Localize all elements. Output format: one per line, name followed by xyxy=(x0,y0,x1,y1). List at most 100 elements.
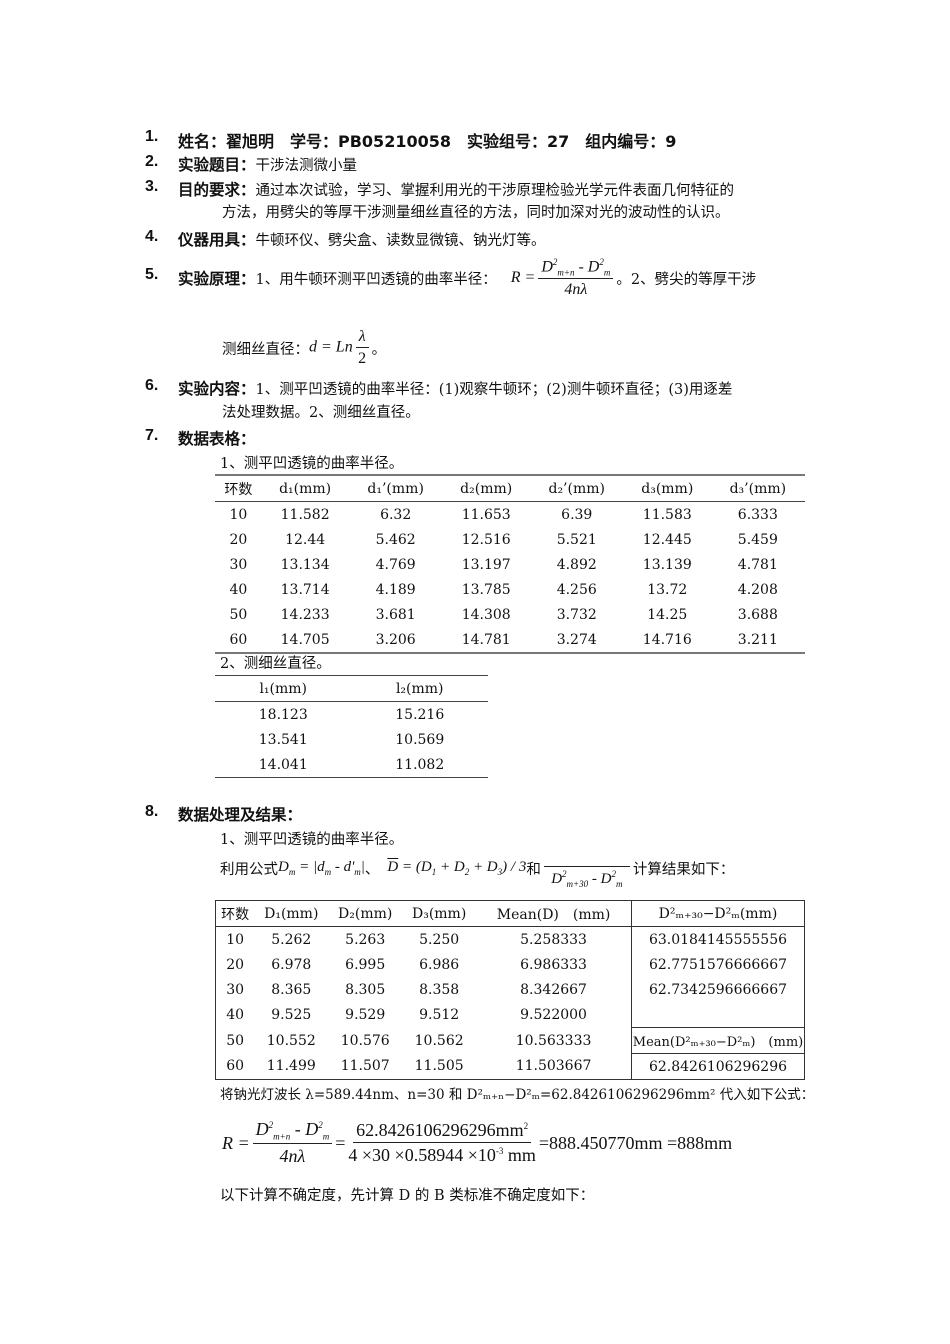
item-number: 2. xyxy=(145,153,159,170)
table-cell: 13.72 xyxy=(647,581,688,598)
table-cell: 14.781 xyxy=(461,631,511,648)
table-cell: 3.732 xyxy=(556,606,597,623)
column-header: d₁(mm) xyxy=(261,475,349,502)
table-cell: 50 xyxy=(226,1032,245,1049)
diameter-formula: d = Ln λ 2 xyxy=(309,328,372,368)
table-cell: 20 xyxy=(229,531,248,548)
table-cell: 11.499 xyxy=(266,1058,316,1075)
final-radius-formula: R = D2m+n - D2m 4nλ = 62.8426106296296mm2… xyxy=(222,1119,733,1166)
table-cell: 3.688 xyxy=(737,606,778,623)
table-cell: 6.39 xyxy=(561,506,593,523)
purpose-text: 通过本次试验，学习、掌握利用光的干涉原理检验光学元件表面几何特征的 xyxy=(255,183,735,199)
table-row: 30 13.134 4.769 13.197 4.892 13.139 4.781 xyxy=(215,552,805,577)
column-header: d₃(mm) xyxy=(623,475,711,502)
table-cell: 4.769 xyxy=(375,556,416,573)
table-cell: 13.714 xyxy=(280,581,330,598)
column-header: D₃(mm) xyxy=(402,900,477,927)
empty-cell xyxy=(631,1002,805,1028)
table-cell: 11.653 xyxy=(461,506,511,523)
table-cell: 60 xyxy=(229,631,248,648)
diff-cell: 63.0184145555556 xyxy=(631,926,805,952)
column-header: l₁(mm) xyxy=(215,675,352,702)
table-cell: 11.505 xyxy=(414,1058,464,1075)
use-formula-text: 利用公式 xyxy=(220,861,278,878)
table-cell: 11.503667 xyxy=(515,1058,592,1075)
table-cell: 6.333 xyxy=(737,506,778,523)
diff-formula: D2m+30 - D2m xyxy=(541,848,633,889)
column-header: d₃’(mm) xyxy=(710,475,805,502)
content-text-cont: 法处理数据。2、测细丝直径。 xyxy=(222,405,420,421)
table-row: 13.541 10.569 xyxy=(215,727,488,752)
column-header: 环数 xyxy=(215,900,255,927)
table-cell: 14.233 xyxy=(280,606,330,623)
table-cell: 5.258333 xyxy=(520,931,587,948)
table-cell: 5.263 xyxy=(345,931,386,948)
table-cell: 10 xyxy=(226,931,245,948)
table-cell: 11.082 xyxy=(395,756,445,773)
mean-diff-value: 62.8426106296296 xyxy=(631,1053,805,1080)
item-number: 1. xyxy=(145,128,159,145)
table-cell: 3.206 xyxy=(375,631,416,648)
and-text: 和 xyxy=(526,861,541,878)
item-number: 4. xyxy=(145,228,159,245)
dm-formula: Dm = |dm - d'm| xyxy=(278,859,365,877)
table-cell: 5.250 xyxy=(419,931,460,948)
table-row: 20 6.978 6.995 6.986 6.986333 62.775157666666… xyxy=(216,952,805,977)
uncertainty-text: 以下计算不确定度，先计算 D 的 B 类标准不确定度如下： xyxy=(220,1188,595,1204)
table-cell: 5.262 xyxy=(271,931,312,948)
results-caption: 1、测平凹透镜的曲率半径。 xyxy=(220,832,404,848)
table-cell: 40 xyxy=(226,1006,245,1023)
table-cell: 20 xyxy=(226,956,245,973)
column-header: d₂(mm) xyxy=(442,475,530,502)
table-cell: 4.781 xyxy=(737,556,778,573)
table-row: 20 12.44 5.462 12.516 5.521 12.445 5.459 xyxy=(215,527,805,552)
table-row: 10 11.582 6.32 11.653 6.39 11.583 6.333 xyxy=(215,502,805,528)
table-cell: 4.189 xyxy=(375,581,416,598)
table-cell: 14.041 xyxy=(258,756,308,773)
purpose-text-cont: 方法，用劈尖的等厚干涉测量细丝直径的方法，同时加深对光的波动性的认识。 xyxy=(222,205,730,221)
table-cell: 5.462 xyxy=(375,531,416,548)
table-row: 14.041 11.082 xyxy=(215,752,488,778)
label-data-tables: 数据表格： xyxy=(178,430,256,448)
table-cell: 9.529 xyxy=(345,1006,386,1023)
item-number: 5. xyxy=(145,266,159,283)
principle-text-after: 。2、劈尖的等厚干涉 xyxy=(616,271,757,288)
table-row: 60 11.499 11.507 11.505 11.503667 62.84261062… xyxy=(216,1053,805,1080)
label-results: 数据处理及结果： xyxy=(178,806,303,824)
column-header: D₂(mm) xyxy=(328,900,403,927)
table-cell: 60 xyxy=(226,1058,245,1075)
table-cell: 14.716 xyxy=(642,631,692,648)
label-title: 实验题目： xyxy=(178,156,256,174)
table-row: 60 14.705 3.206 14.781 3.274 14.716 3.211 xyxy=(215,627,805,653)
mean-diff-header: Mean(D²ₘ₊₃₀−D²ₘ) (mm) xyxy=(631,1027,805,1054)
column-header: d₂’(mm) xyxy=(529,475,624,502)
diff-cell: 62.7751576666667 xyxy=(631,952,805,977)
table-cell: 13.134 xyxy=(280,556,330,573)
column-header: 环数 xyxy=(215,475,262,502)
table-cell: 4.892 xyxy=(556,556,597,573)
table-row: 40 9.525 9.529 9.512 9.522000 xyxy=(216,1002,805,1028)
student-info: 姓名：翟旭明 学号：PB05210058 实验组号：27 组内编号：9 xyxy=(178,132,677,151)
table-cell: 12.445 xyxy=(642,531,692,548)
period: 。 xyxy=(371,341,387,358)
table-cell: 4.208 xyxy=(737,581,778,598)
table-cell: 8.365 xyxy=(271,981,312,998)
column-header: D²ₘ₊₃₀−D²ₘ(mm) xyxy=(631,900,805,927)
item-number: 3. xyxy=(145,178,159,195)
label-principle: 实验原理： xyxy=(178,270,256,288)
table-row: 50 14.233 3.681 14.308 3.732 14.25 3.688 xyxy=(215,602,805,627)
diameter-results-table: 环数 D₁(mm) D₂(mm) D₃(mm) Mean(D) (mm) D²ₘ₊₃₀−D… xyxy=(215,900,805,1080)
table-cell: 10.569 xyxy=(395,731,445,748)
table-cell: 3.681 xyxy=(375,606,416,623)
table-cell: 8.342667 xyxy=(520,981,587,998)
substitute-text: 将钠光灯波长 λ=589.44nm、n=30 和 D²ₘ₊ₙ−D²ₘ=62.84… xyxy=(220,1087,815,1103)
table-cell: 8.358 xyxy=(419,981,460,998)
wire-table: l₁(mm) l₂(mm) 18.123 15.216 13.541 10.569 14.0… xyxy=(215,675,488,778)
table-row: 18.123 15.216 xyxy=(215,702,488,728)
table-row: 10 5.262 5.263 5.250 5.258333 63.018414555555… xyxy=(216,926,805,952)
table-cell: 14.308 xyxy=(461,606,511,623)
calc-suffix: 计算结果如下： xyxy=(632,861,735,878)
table-cell: 10.563333 xyxy=(515,1032,592,1049)
ring-diameter-table: 环数 d₁(mm) d₁’(mm) d₂(mm) d₂’(mm) d₃(mm) d₃’(mm… xyxy=(215,474,805,654)
mean-formula: D = (D1 + D2 + D3) / 3 xyxy=(387,859,527,877)
